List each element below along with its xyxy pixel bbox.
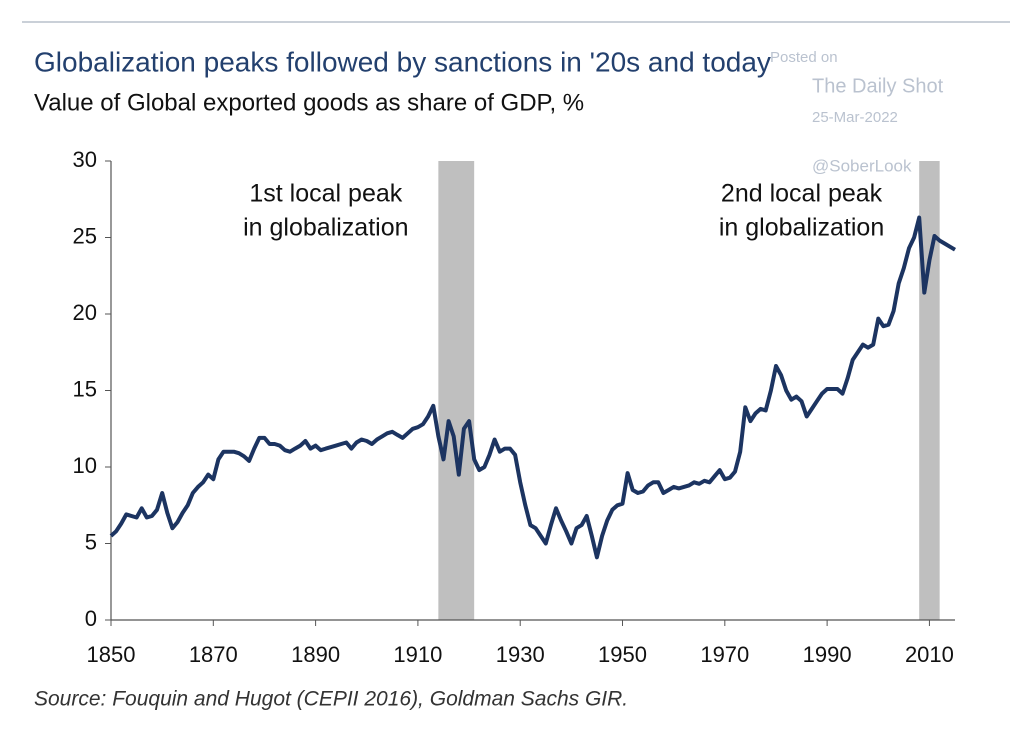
x-tick-label: 1910 xyxy=(393,642,442,667)
y-tick-label: 10 xyxy=(73,453,97,478)
data-line xyxy=(109,215,957,560)
annotation: 1st local peak xyxy=(249,180,402,208)
x-tick-label: 1870 xyxy=(189,642,238,667)
chart-title: Globalization peaks followed by sanction… xyxy=(34,46,771,77)
x-tick-label: 1930 xyxy=(496,642,545,667)
y-tick-label: 20 xyxy=(73,300,97,325)
annotation: 2nd local peak xyxy=(721,180,883,208)
y-tick-label: 0 xyxy=(85,606,97,631)
annotation: in globalization xyxy=(243,214,408,242)
x-tick-label: 1950 xyxy=(598,642,647,667)
x-tick-label: 2010 xyxy=(905,642,954,667)
x-tick-label: 1990 xyxy=(803,642,852,667)
y-tick-label: 30 xyxy=(73,147,97,172)
shaded-period xyxy=(438,161,475,620)
watermark: 25-Mar-2022 xyxy=(812,109,898,126)
watermark: The Daily Shot xyxy=(812,75,944,97)
shaded-period xyxy=(919,161,940,620)
watermark: Posted on xyxy=(770,49,838,66)
x-tick-label: 1970 xyxy=(700,642,749,667)
y-tick-label: 5 xyxy=(85,529,97,554)
y-tick-label: 15 xyxy=(73,376,97,401)
watermark: @SoberLook xyxy=(812,156,912,175)
chart-subtitle: Value of Global exported goods as share … xyxy=(34,89,584,116)
annotation: in globalization xyxy=(719,214,884,242)
x-tick-label: 1850 xyxy=(87,642,136,667)
x-tick-label: 1890 xyxy=(291,642,340,667)
y-tick-label: 25 xyxy=(73,223,97,248)
source-note: Source: Fouquin and Hugot (CEPII 2016), … xyxy=(34,688,628,711)
